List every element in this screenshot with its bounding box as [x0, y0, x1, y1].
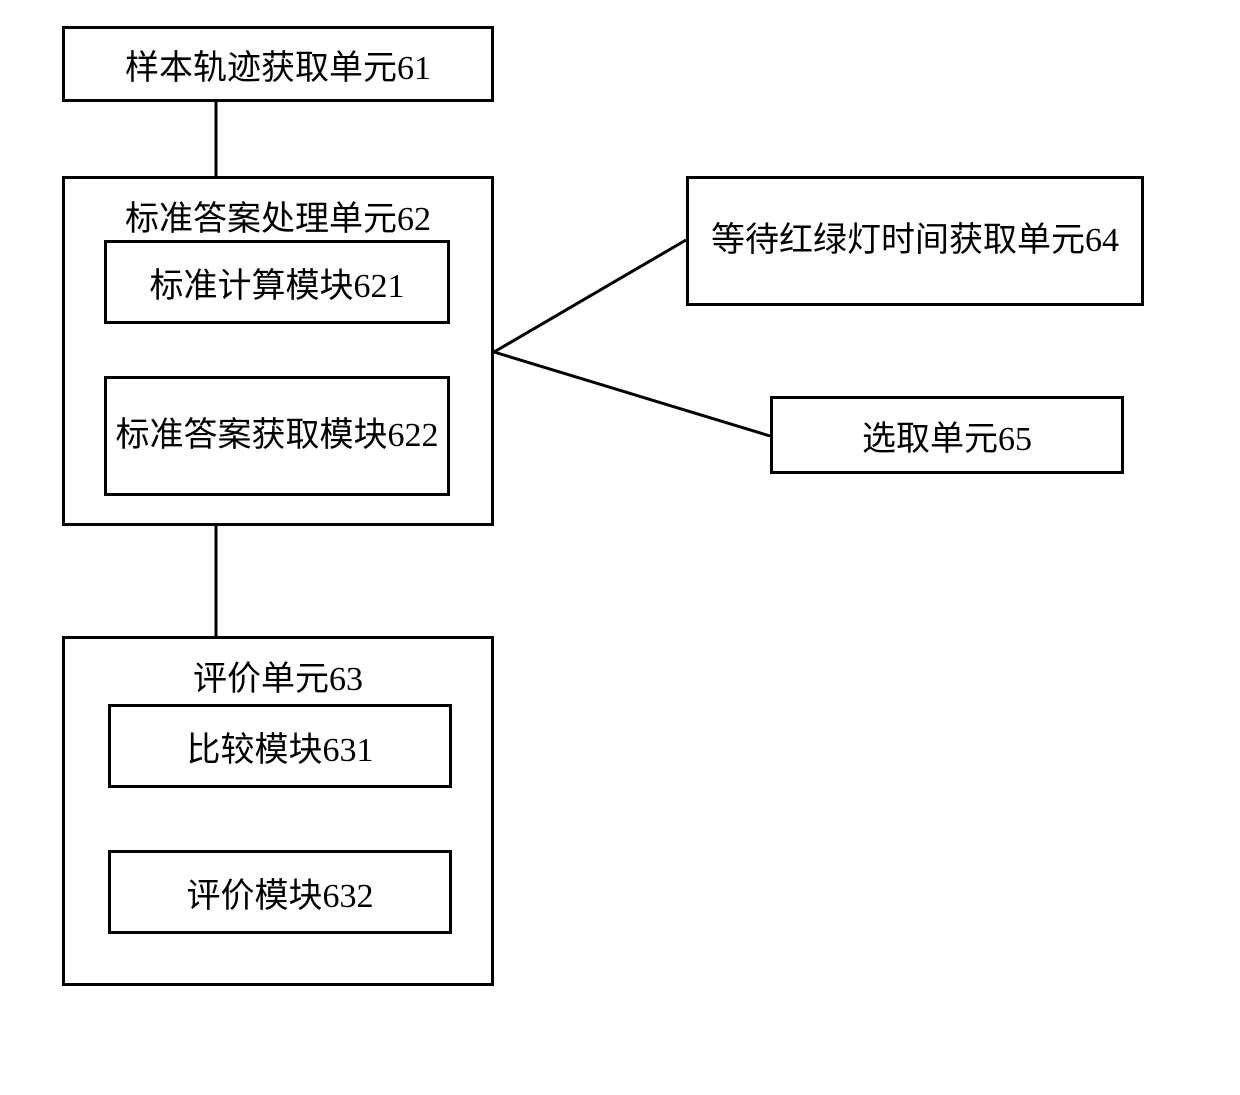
unit-65-box: 选取单元65	[770, 396, 1124, 474]
module-622-box: 标准答案获取模块622	[104, 376, 450, 496]
unit-61-box: 样本轨迹获取单元61	[62, 26, 494, 102]
unit-64-box: 等待红绿灯时间获取单元64	[686, 176, 1144, 306]
module-632-box: 评价模块632	[108, 850, 452, 934]
unit-65-label: 选取单元65	[862, 411, 1032, 460]
unit-64-label: 等待红绿灯时间获取单元64	[711, 216, 1119, 265]
unit-61-label: 样本轨迹获取单元61	[125, 40, 431, 89]
module-631-box: 比较模块631	[108, 704, 452, 788]
module-631-label: 比较模块631	[187, 722, 374, 771]
module-621-label: 标准计算模块621	[150, 258, 405, 307]
module-632-label: 评价模块632	[187, 868, 374, 917]
unit-62-label: 标准答案处理单元62	[125, 191, 431, 240]
module-622-label: 标准答案获取模块622	[116, 412, 439, 460]
module-621-box: 标准计算模块621	[104, 240, 450, 324]
unit-63-label: 评价单元63	[193, 651, 363, 700]
